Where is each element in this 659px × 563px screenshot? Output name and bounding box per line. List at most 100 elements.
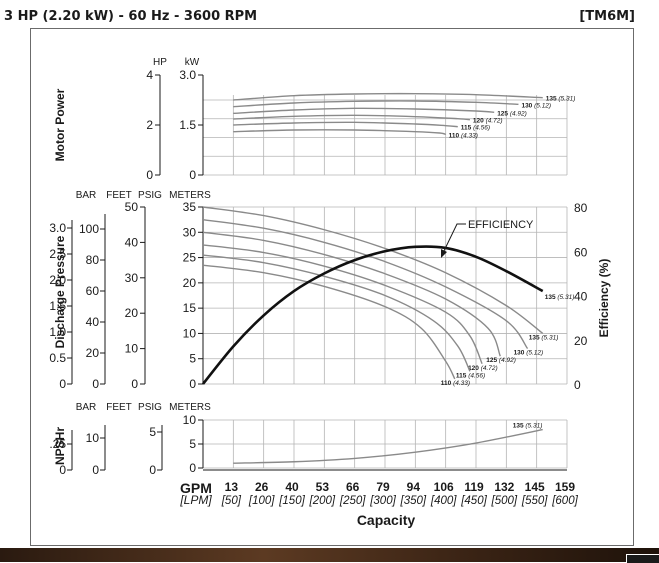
meters-unit-label: METERS bbox=[169, 190, 211, 201]
lpm-tick-label: [450] bbox=[460, 495, 487, 507]
gpm-tick-label: 66 bbox=[346, 480, 360, 494]
power-curve-110 bbox=[233, 129, 446, 136]
npshr-ylabel: NPSHr bbox=[53, 427, 67, 465]
efficiency-callout-arrow bbox=[441, 249, 447, 258]
npshr-feet-unit-label: FEET bbox=[106, 402, 132, 413]
motor-power-ylabel: Motor Power bbox=[53, 88, 67, 161]
efficiency-tick-label: 60 bbox=[574, 245, 588, 259]
bar-axis-tick-label: 1.0 bbox=[49, 325, 66, 339]
npshr-bar-axis-tick-label: .25 bbox=[49, 437, 66, 451]
efficiency-tick-label: 20 bbox=[574, 334, 588, 348]
gpm-tick-label: 13 bbox=[225, 480, 239, 494]
efficiency-callout-line bbox=[442, 223, 466, 254]
pressure-curve-label-115: 115 (4.56) bbox=[456, 372, 485, 379]
gpm-tick-label: 53 bbox=[316, 480, 330, 494]
bar-axis-tick-label: 0.5 bbox=[49, 351, 66, 365]
gpm-tick-label: 106 bbox=[434, 480, 454, 494]
psig-axis-tick-label: 0 bbox=[131, 377, 138, 391]
power-curve-label-135: 135 (5.31) bbox=[546, 96, 576, 103]
efficiency-curve-label-135: 135 (5.31) bbox=[545, 294, 575, 301]
npshr-psig-unit-label: PSIG bbox=[138, 402, 162, 413]
power-curve-label-125: 125 (4.92) bbox=[497, 110, 527, 117]
kw-axis-tick-label: 0 bbox=[189, 168, 196, 182]
efficiency-callout-label: EFFICIENCY bbox=[468, 219, 534, 231]
lpm-tick-label: [300] bbox=[369, 495, 396, 507]
chart-title: 3 HP (2.20 kW) - 60 Hz - 3600 RPM bbox=[4, 9, 258, 24]
psig-axis-tick-label: 50 bbox=[125, 200, 139, 214]
efficiency-curve bbox=[201, 245, 544, 385]
efficiency-tick-label: 0 bbox=[574, 378, 581, 392]
feet-axis-tick-label: 40 bbox=[86, 315, 100, 329]
pressure-curve-115 bbox=[202, 254, 471, 372]
power-curve-125 bbox=[233, 107, 495, 115]
pressure-curve-135 bbox=[202, 206, 544, 334]
bar-axis-tick-label: 2.0 bbox=[49, 273, 66, 287]
psig-axis-tick-label: 30 bbox=[125, 271, 139, 285]
gpm-tick-label: 26 bbox=[255, 480, 269, 494]
footer-band bbox=[0, 548, 659, 563]
model-code: [TM6M] bbox=[579, 9, 635, 24]
kw-axis-tick-label: 3.0 bbox=[179, 68, 196, 82]
pressure-curve-130 bbox=[202, 218, 529, 350]
meters-axis-tick-label: 20 bbox=[183, 276, 197, 290]
npshr-meters-axis-tick-label: 0 bbox=[189, 461, 196, 475]
npshr-bar-unit-label: BAR bbox=[76, 402, 97, 413]
gpm-tick-label: 132 bbox=[494, 480, 514, 494]
pressure-curve-label-120: 120 (4.72) bbox=[468, 365, 498, 372]
lpm-tick-label: [400] bbox=[430, 495, 457, 507]
efficiency-tick-label: 80 bbox=[574, 201, 588, 215]
hp-axis-tick-label: 2 bbox=[146, 118, 153, 132]
efficiency-tick-label: 40 bbox=[574, 290, 588, 304]
gpm-tick-label: 79 bbox=[376, 480, 390, 494]
lpm-tick-label: [550] bbox=[521, 495, 548, 507]
page-header: 3 HP (2.20 kW) - 60 Hz - 3600 RPM [TM6M] bbox=[0, 0, 659, 30]
npshr-psig-axis-tick-label: 5 bbox=[149, 425, 156, 439]
npshr-psig-axis-tick-label: 0 bbox=[149, 463, 156, 477]
feet-axis-tick-label: 60 bbox=[86, 284, 100, 298]
gpm-tick-label: 145 bbox=[525, 480, 545, 494]
power-curve-135 bbox=[233, 92, 543, 101]
meters-axis-tick-label: 5 bbox=[189, 352, 196, 366]
lpm-tick-label: [100] bbox=[248, 495, 275, 507]
lpm-tick-label: [150] bbox=[278, 495, 305, 507]
gpm-tick-label: 119 bbox=[464, 480, 484, 494]
npshr-curve-label-135: 135 (5.31) bbox=[513, 423, 543, 430]
lpm-tick-label: [200] bbox=[309, 495, 336, 507]
footer-corner bbox=[626, 554, 659, 563]
lpm-tick-label: [500] bbox=[491, 495, 518, 507]
pressure-curve-label-130: 130 (5.12) bbox=[514, 350, 544, 357]
bar-axis-tick-label: 2.5 bbox=[49, 247, 66, 261]
feet-axis-tick-label: 100 bbox=[79, 222, 99, 236]
psig-axis-tick-label: 20 bbox=[125, 306, 139, 320]
psig-axis-tick-label: 40 bbox=[125, 235, 139, 249]
meters-axis-tick-label: 35 bbox=[183, 200, 197, 214]
hp-axis-tick-label: 0 bbox=[146, 168, 153, 182]
pressure-curve-label-135: 135 (5.31) bbox=[529, 334, 559, 341]
psig-unit-label: PSIG bbox=[138, 190, 162, 201]
pressure-curve-125 bbox=[202, 231, 501, 357]
discharge-pressure-ylabel: Discharge Pressure bbox=[53, 235, 67, 348]
gpm-tick-label: 94 bbox=[407, 480, 421, 494]
pressure-curve-label-110: 110 (4.33) bbox=[441, 380, 470, 387]
lpm-tick-label: [250] bbox=[339, 495, 366, 507]
meters-axis-tick-label: 10 bbox=[183, 326, 197, 340]
feet-axis-tick-label: 80 bbox=[86, 253, 100, 267]
lpm-unit-label: [LPM] bbox=[179, 493, 212, 507]
power-curve-label-120: 120 (4.72) bbox=[473, 118, 503, 125]
gpm-tick-label: 159 bbox=[555, 480, 575, 494]
lpm-tick-label: [600] bbox=[551, 495, 578, 507]
psig-axis-tick-label: 10 bbox=[125, 342, 139, 356]
lpm-tick-label: [50] bbox=[221, 495, 242, 507]
npshr-bar-axis-tick-label: 0 bbox=[59, 463, 66, 477]
pressure-curve-110 bbox=[202, 264, 456, 380]
lpm-tick-label: [350] bbox=[400, 495, 427, 507]
pressure-curve-120 bbox=[202, 244, 483, 365]
meters-axis-tick-label: 15 bbox=[183, 301, 197, 315]
efficiency-ylabel: Efficiency (%) bbox=[597, 259, 611, 338]
gpm-unit-label: GPM bbox=[180, 480, 212, 496]
bar-unit-label: BAR bbox=[76, 190, 97, 201]
feet-axis-tick-label: 20 bbox=[86, 346, 100, 360]
power-curve-label-115: 115 (4.56) bbox=[461, 125, 490, 132]
bar-axis-tick-label: 3.0 bbox=[49, 221, 66, 235]
